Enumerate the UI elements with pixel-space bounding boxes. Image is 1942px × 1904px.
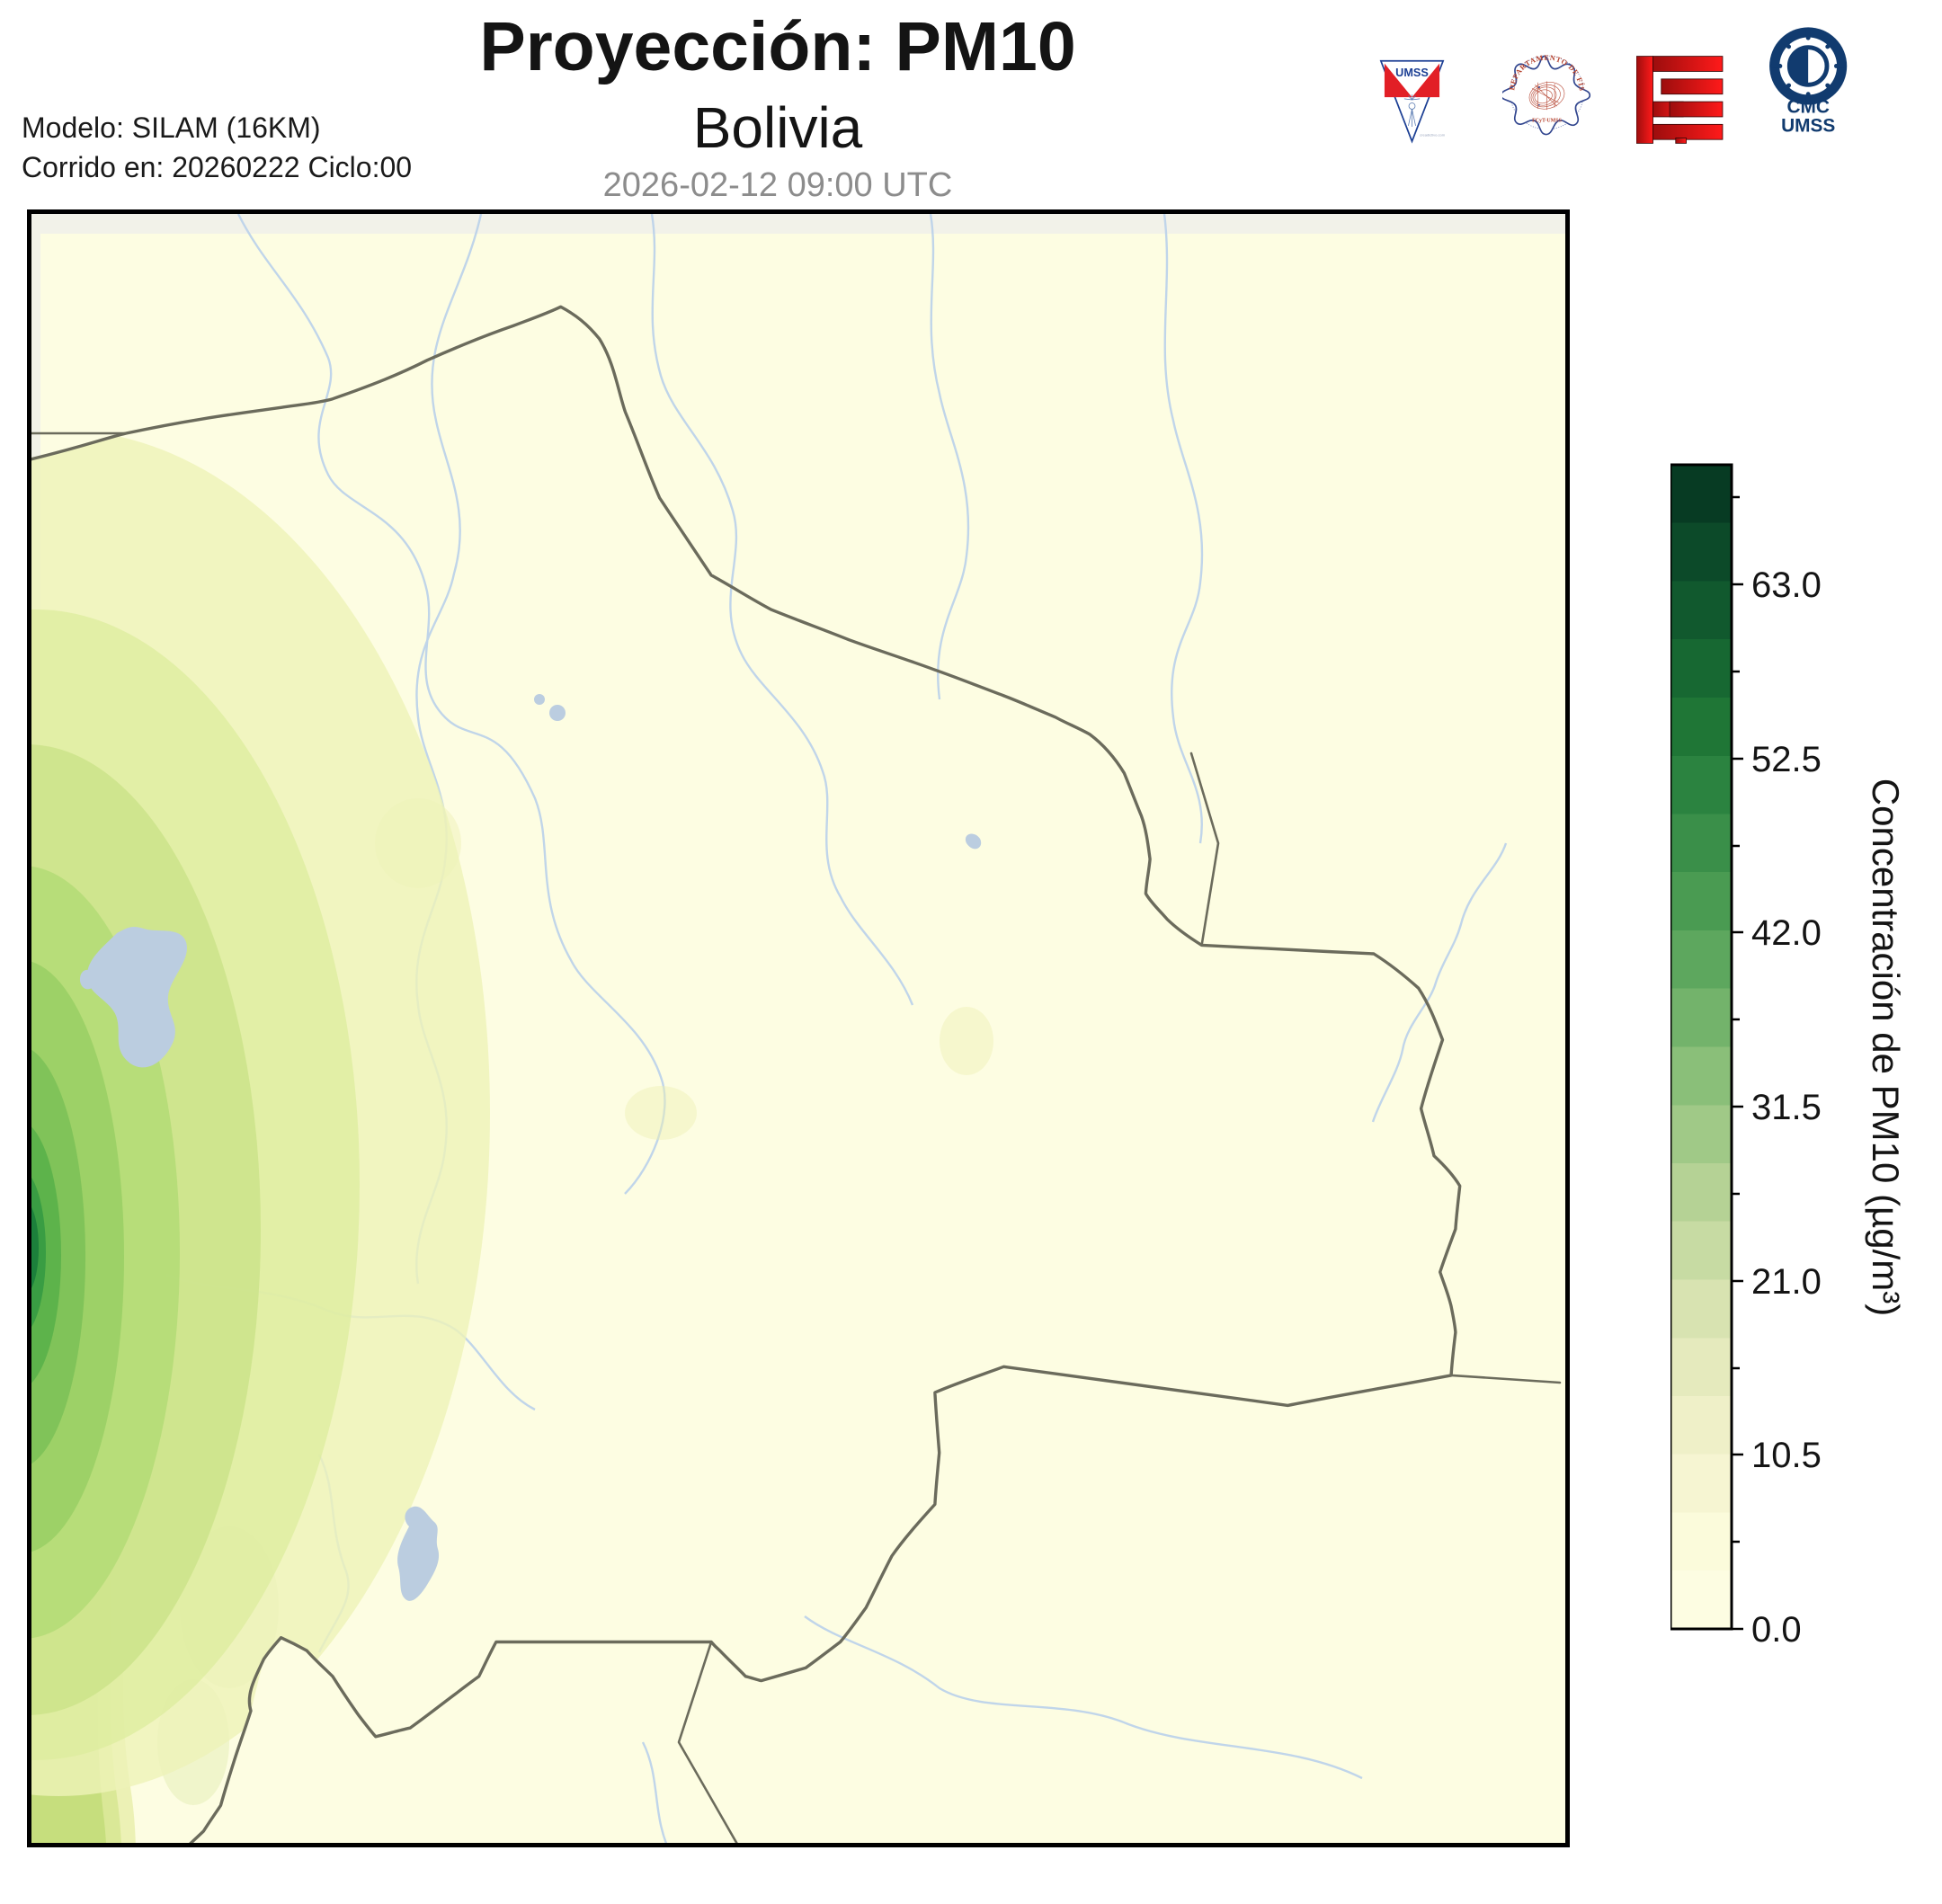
svg-text:31.5: 31.5: [1751, 1088, 1822, 1127]
svg-text:21.0: 21.0: [1751, 1262, 1822, 1302]
svg-text:42.0: 42.0: [1751, 913, 1822, 953]
svg-text:Concentración de PM10 (µg/m³): Concentración de PM10 (µg/m³): [1865, 779, 1907, 1316]
svg-text:creadictivo.com: creadictivo.com: [1420, 132, 1446, 137]
svg-text:0.0: 0.0: [1751, 1610, 1802, 1650]
svg-text:FCyT-UMSS: FCyT-UMSS: [1532, 118, 1562, 123]
svg-text:52.5: 52.5: [1751, 740, 1822, 779]
svg-text:63.0: 63.0: [1751, 565, 1822, 605]
svg-text:10.5: 10.5: [1751, 1436, 1822, 1475]
svg-text:UMSS: UMSS: [1395, 67, 1429, 79]
svg-text:UMSS: UMSS: [1781, 115, 1835, 136]
svg-text:CMC: CMC: [1786, 97, 1829, 118]
